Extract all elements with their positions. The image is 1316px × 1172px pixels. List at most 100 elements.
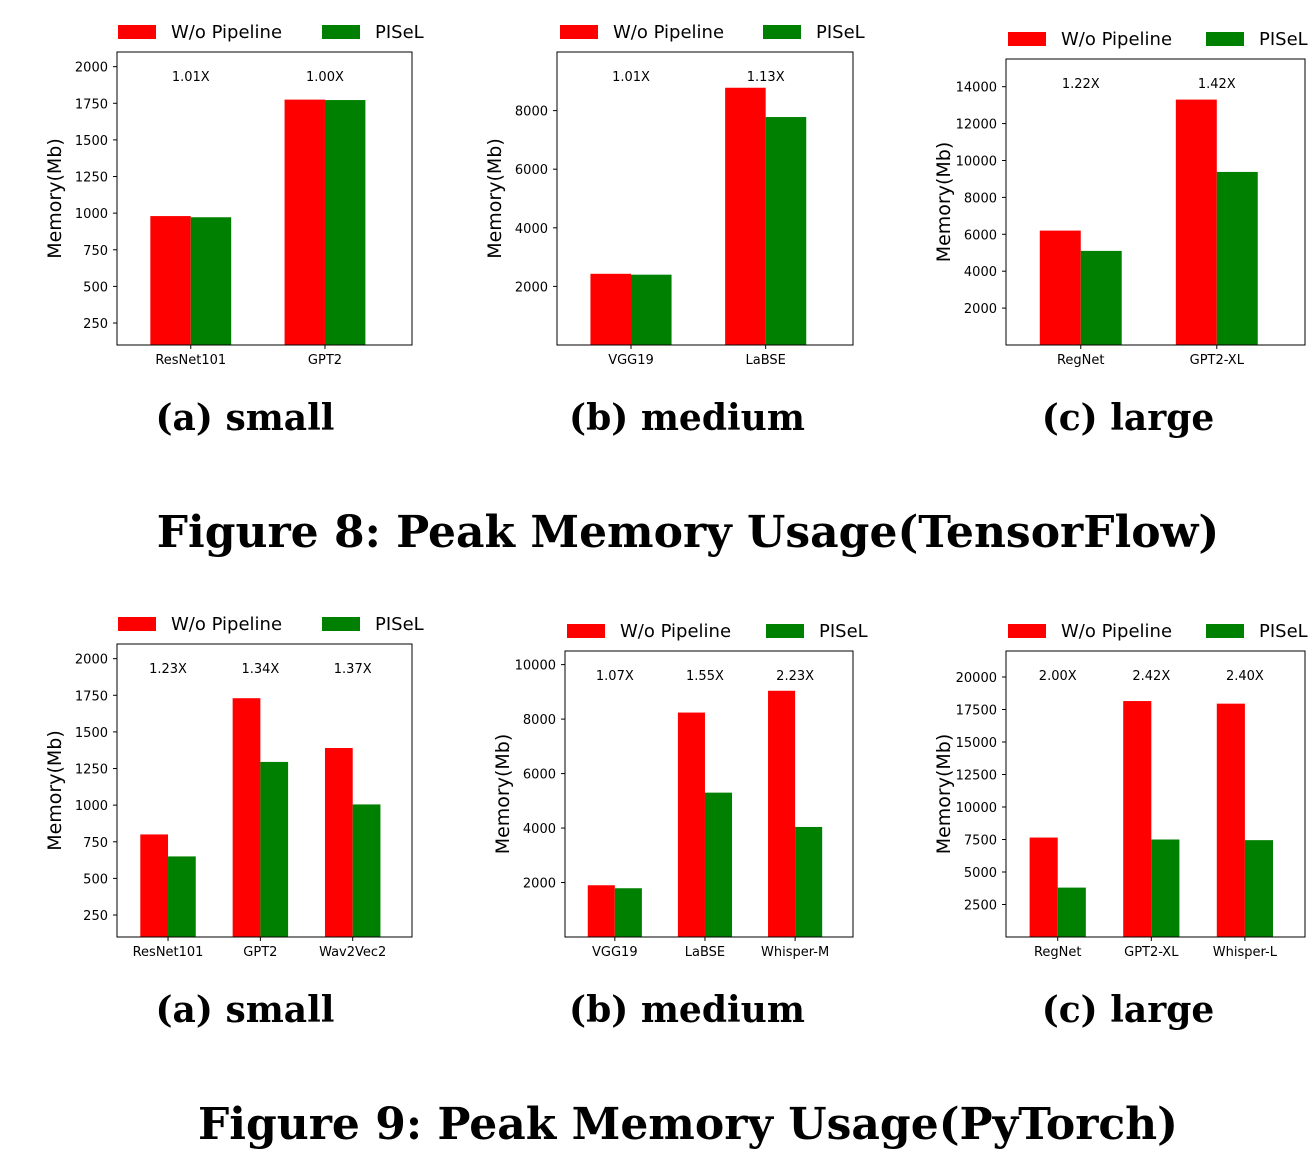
y-axis-label: Memory(Mb) [44, 730, 66, 851]
legend-swatch-0 [118, 25, 156, 39]
legend-label-1: PISeL [819, 621, 868, 642]
legend-swatch-0 [1008, 32, 1046, 46]
plot-frame [1005, 650, 1306, 938]
y-tick-label-3: 1000 [75, 207, 108, 222]
bar-baseline-0 [1029, 837, 1058, 937]
bar-baseline-2 [1216, 703, 1245, 937]
speedup-label-0: 2.00X [1039, 669, 1077, 684]
speedup-label-2: 1.37X [334, 662, 372, 677]
x-tick-label-0: ResNet101 [155, 353, 226, 368]
chart-tf-small: W/o Pipeline PISeL 1.01X ResNet101 1.00X GPT2… [44, 22, 424, 368]
y-tick-label-4: 10000 [515, 659, 556, 674]
y-tick-label-2: 6000 [964, 228, 997, 243]
speedup-label-2: 2.40X [1226, 669, 1264, 684]
bar-baseline-0 [150, 216, 191, 345]
x-tick-label-1: GPT2-XL [1190, 353, 1245, 368]
legend-swatch-0 [118, 617, 156, 631]
x-tick-label-0: RegNet [1057, 353, 1105, 368]
plot-frame [1005, 58, 1306, 346]
plot-frame [116, 51, 413, 346]
captions-figure-8: (a) small (b) medium (c) large Figure 8:… [156, 397, 1220, 558]
subcaption-pt-small: (a) small [156, 989, 335, 1031]
y-tick-label-2: 750 [83, 836, 108, 851]
y-tick-label-4: 1250 [75, 763, 108, 778]
y-tick-label-0: 2000 [523, 877, 556, 892]
x-tick-label-1: GPT2 [243, 945, 277, 960]
plot-frame [564, 650, 854, 938]
legend-swatch-1 [322, 25, 360, 39]
subcaption-pt-medium: (b) medium [569, 989, 805, 1031]
x-tick-label-0: RegNet [1034, 945, 1082, 960]
captions-figure-9: (a) small (b) medium (c) large Figure 9:… [156, 989, 1215, 1150]
plot-frame [116, 643, 413, 938]
legend-swatch-0 [567, 624, 605, 638]
speedup-label-0: 1.01X [612, 70, 650, 85]
y-tick-label-1: 500 [83, 872, 108, 887]
legend-label-1: PISeL [375, 22, 424, 43]
bar-pisel-1 [1151, 839, 1180, 937]
legend-swatch-1 [1206, 32, 1244, 46]
y-tick-label-0: 2500 [964, 899, 997, 914]
chart-pt-large: W/o Pipeline PISeL 2.00X RegNet 2.42X GPT2-XL… [933, 621, 1308, 960]
legend-swatch-1 [763, 25, 801, 39]
plot-frame [556, 51, 854, 346]
x-tick-label-1: GPT2-XL [1124, 945, 1179, 960]
bar-pisel-0 [631, 274, 672, 345]
y-tick-label-1: 4000 [964, 265, 997, 280]
bar-pisel-0 [1080, 250, 1122, 345]
legend-label-1: PISeL [816, 22, 865, 43]
y-tick-label-1: 4000 [515, 222, 548, 237]
speedup-label-1: 1.00X [306, 70, 344, 85]
bar-pisel-1 [765, 117, 807, 346]
legend-swatch-1 [1206, 624, 1244, 638]
subcaption-pt-large: (c) large [1042, 989, 1215, 1031]
y-tick-label-6: 1750 [75, 689, 108, 704]
bar-pisel-1 [260, 761, 289, 937]
chart-tf-large: W/o Pipeline PISeL 1.22X RegNet 1.42X GPT2-XL… [933, 29, 1308, 368]
y-tick-label-0: 2000 [515, 280, 548, 295]
y-axis-label: Memory(Mb) [484, 138, 506, 259]
y-tick-label-4: 12500 [956, 769, 997, 784]
speedup-label-1: 1.55X [686, 669, 724, 684]
bar-baseline-0 [587, 885, 615, 937]
subcaption-tf-medium: (b) medium [569, 397, 805, 439]
bar-pisel-2 [795, 826, 823, 937]
chart-pt-small: W/o Pipeline PISeL 1.23X ResNet101 1.34X GPT2… [44, 614, 424, 960]
legend-label-0: W/o Pipeline [171, 22, 282, 43]
figure-8-caption: Figure 8: Peak Memory Usage(TensorFlow) [157, 507, 1219, 558]
speedup-label-1: 1.42X [1198, 77, 1236, 92]
x-tick-label-1: LaBSE [745, 353, 785, 368]
bar-pisel-1 [704, 792, 733, 937]
speedup-label-0: 1.01X [172, 70, 210, 85]
y-tick-label-4: 1250 [75, 171, 108, 186]
y-tick-label-2: 6000 [515, 163, 548, 178]
y-tick-label-3: 8000 [523, 713, 556, 728]
y-axis-label: Memory(Mb) [933, 142, 955, 263]
legend-swatch-1 [766, 624, 804, 638]
figure-9-caption: Figure 9: Peak Memory Usage(PyTorch) [198, 1099, 1178, 1150]
bar-baseline-1 [1175, 99, 1217, 345]
legend-label-0: W/o Pipeline [620, 621, 731, 642]
x-tick-label-2: Wav2Vec2 [319, 945, 386, 960]
bar-baseline-1 [725, 87, 766, 345]
subcaption-tf-small: (a) small [156, 397, 335, 439]
bar-baseline-2 [768, 690, 796, 937]
bar-baseline-1 [284, 99, 325, 345]
bar-baseline-1 [1123, 701, 1152, 937]
x-tick-label-1: LaBSE [685, 945, 725, 960]
y-tick-label-6: 1750 [75, 97, 108, 112]
bar-pisel-0 [168, 856, 196, 937]
y-tick-label-2: 7500 [964, 834, 997, 849]
bar-baseline-1 [232, 698, 261, 937]
y-tick-label-5: 1500 [75, 726, 108, 741]
y-tick-label-3: 1000 [75, 799, 108, 814]
y-tick-label-3: 8000 [515, 105, 548, 120]
speedup-label-0: 1.23X [149, 662, 187, 677]
bar-baseline-2 [324, 748, 353, 937]
x-tick-label-0: ResNet101 [133, 945, 204, 960]
y-tick-label-1: 5000 [964, 866, 997, 881]
y-axis-label: Memory(Mb) [44, 138, 66, 259]
legend-label-0: W/o Pipeline [1061, 29, 1172, 50]
bar-baseline-0 [590, 273, 631, 345]
